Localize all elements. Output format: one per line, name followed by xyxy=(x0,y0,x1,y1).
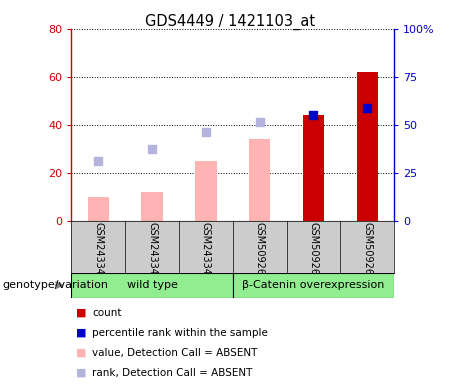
Text: value, Detection Call = ABSENT: value, Detection Call = ABSENT xyxy=(92,348,258,358)
Bar xyxy=(142,192,163,221)
Text: count: count xyxy=(92,308,122,318)
Text: GSM243348: GSM243348 xyxy=(201,222,211,281)
Text: GSM509260: GSM509260 xyxy=(254,222,265,281)
Text: wild type: wild type xyxy=(127,280,177,290)
Bar xyxy=(303,115,324,221)
Bar xyxy=(88,197,109,221)
Text: ■: ■ xyxy=(76,328,87,338)
Point xyxy=(95,158,102,164)
Text: ■: ■ xyxy=(76,308,87,318)
Text: rank, Detection Call = ABSENT: rank, Detection Call = ABSENT xyxy=(92,368,253,378)
Point xyxy=(364,104,371,111)
Bar xyxy=(233,273,394,298)
Text: GSM509262: GSM509262 xyxy=(362,222,372,281)
Text: GSM243347: GSM243347 xyxy=(147,222,157,281)
Point xyxy=(310,112,317,118)
Point xyxy=(202,129,210,135)
Bar xyxy=(71,273,233,298)
Text: genotype/variation: genotype/variation xyxy=(2,280,108,290)
Text: GDS4449 / 1421103_at: GDS4449 / 1421103_at xyxy=(145,13,316,30)
Text: GSM243346: GSM243346 xyxy=(93,222,103,281)
Point xyxy=(256,119,263,126)
Text: percentile rank within the sample: percentile rank within the sample xyxy=(92,328,268,338)
Bar xyxy=(249,139,271,221)
Text: ■: ■ xyxy=(76,348,87,358)
Bar xyxy=(356,72,378,221)
Bar xyxy=(195,161,217,221)
Text: β-Catenin overexpression: β-Catenin overexpression xyxy=(242,280,384,290)
Text: ■: ■ xyxy=(76,368,87,378)
Text: GSM509261: GSM509261 xyxy=(308,222,319,281)
Point xyxy=(148,146,156,152)
